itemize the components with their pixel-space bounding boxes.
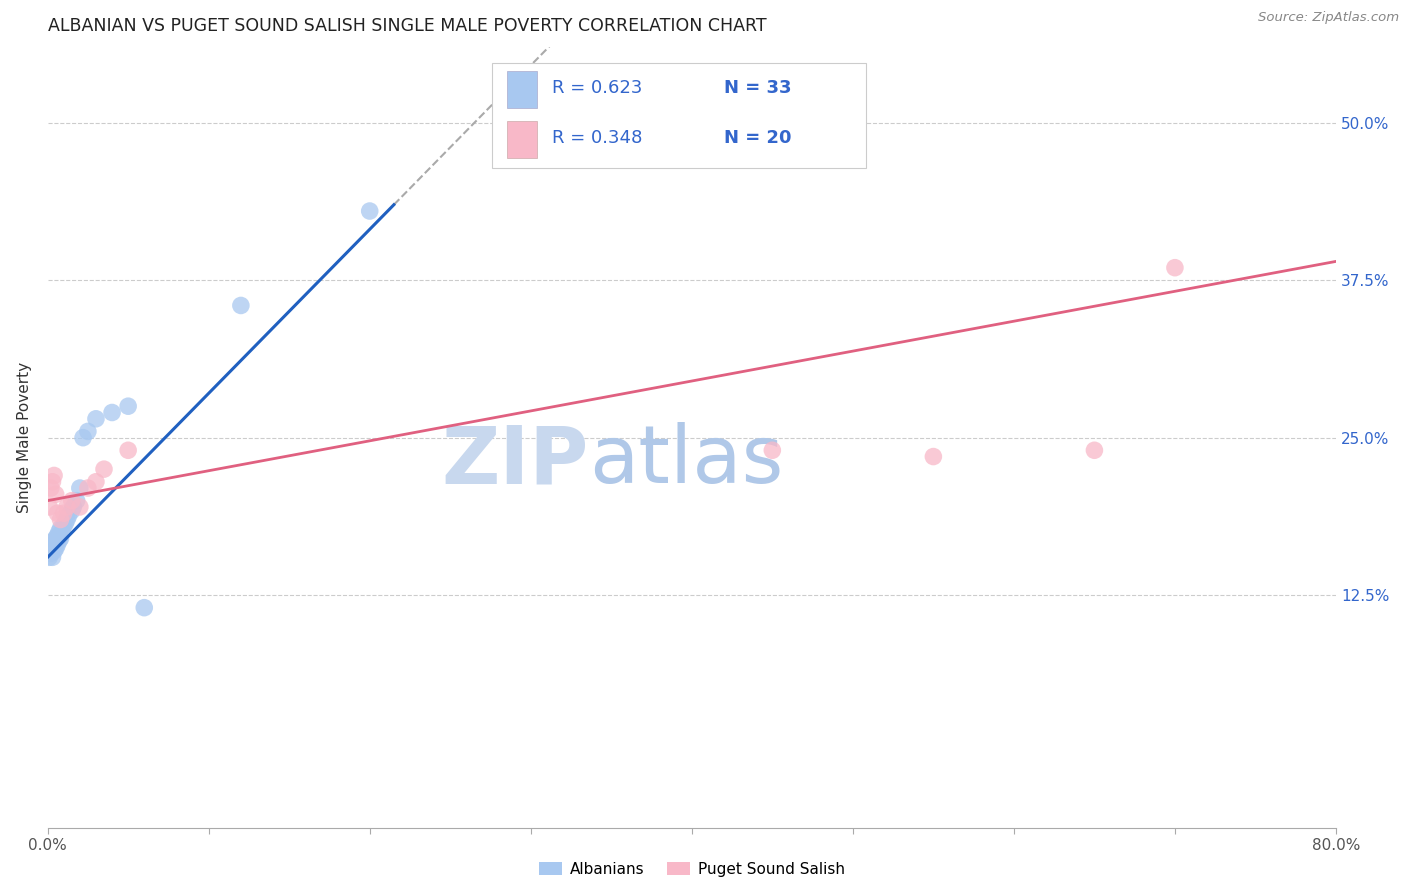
Point — [42, 544, 65, 558]
Point — [51, 525, 73, 540]
Point — [41, 538, 63, 552]
Point — [359, 204, 381, 219]
Point — [69, 500, 91, 514]
Point — [60, 493, 83, 508]
Point — [1083, 443, 1105, 458]
Point — [41, 475, 63, 489]
Point — [65, 493, 87, 508]
Point — [49, 512, 72, 526]
Point — [56, 512, 79, 526]
Point — [49, 521, 72, 535]
Point — [39, 547, 62, 561]
Point — [56, 500, 79, 514]
Point — [53, 516, 76, 531]
Point — [42, 533, 65, 548]
Point — [39, 541, 62, 556]
Point — [38, 550, 60, 565]
Point — [45, 532, 67, 546]
Point — [58, 508, 80, 523]
Point — [761, 443, 783, 458]
Y-axis label: Single Male Poverty: Single Male Poverty — [17, 362, 32, 513]
Text: atlas: atlas — [589, 422, 783, 500]
Point — [42, 468, 65, 483]
Point — [45, 541, 67, 556]
Text: ALBANIAN VS PUGET SOUND SALISH SINGLE MALE POVERTY CORRELATION CHART: ALBANIAN VS PUGET SOUND SALISH SINGLE MA… — [48, 17, 766, 35]
Point — [77, 481, 100, 495]
Point — [46, 538, 69, 552]
Point — [60, 504, 83, 518]
Point — [49, 532, 72, 546]
Legend: Albanians, Puget Sound Salish: Albanians, Puget Sound Salish — [533, 855, 851, 883]
Point — [1164, 260, 1187, 275]
Point — [77, 425, 100, 439]
Point — [72, 431, 94, 445]
Point — [681, 128, 703, 143]
Point — [117, 399, 139, 413]
Point — [48, 533, 70, 548]
Point — [38, 500, 60, 514]
Text: ZIP: ZIP — [441, 422, 589, 500]
Point — [52, 506, 75, 520]
Point — [101, 405, 124, 419]
Point — [84, 411, 107, 425]
Point — [45, 487, 67, 501]
Point — [69, 481, 91, 495]
Point — [93, 462, 115, 476]
Point — [39, 481, 62, 495]
Point — [38, 544, 60, 558]
Point — [41, 550, 63, 565]
Point — [52, 518, 75, 533]
Point — [922, 450, 945, 464]
Text: Source: ZipAtlas.com: Source: ZipAtlas.com — [1258, 11, 1399, 24]
Point — [62, 500, 84, 514]
Point — [84, 475, 107, 489]
Point — [46, 506, 69, 520]
Point — [46, 529, 69, 543]
Point — [229, 298, 252, 312]
Point — [117, 443, 139, 458]
Point — [134, 600, 156, 615]
Point — [48, 525, 70, 540]
